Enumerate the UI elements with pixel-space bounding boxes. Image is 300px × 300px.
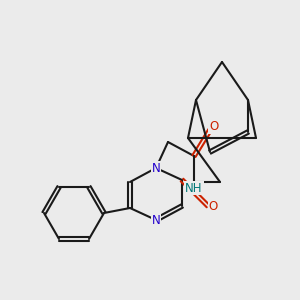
Text: N: N <box>152 161 160 175</box>
Text: O: O <box>209 120 218 133</box>
Text: N: N <box>152 214 160 226</box>
Text: O: O <box>209 200 218 212</box>
Text: NH: NH <box>185 182 203 194</box>
